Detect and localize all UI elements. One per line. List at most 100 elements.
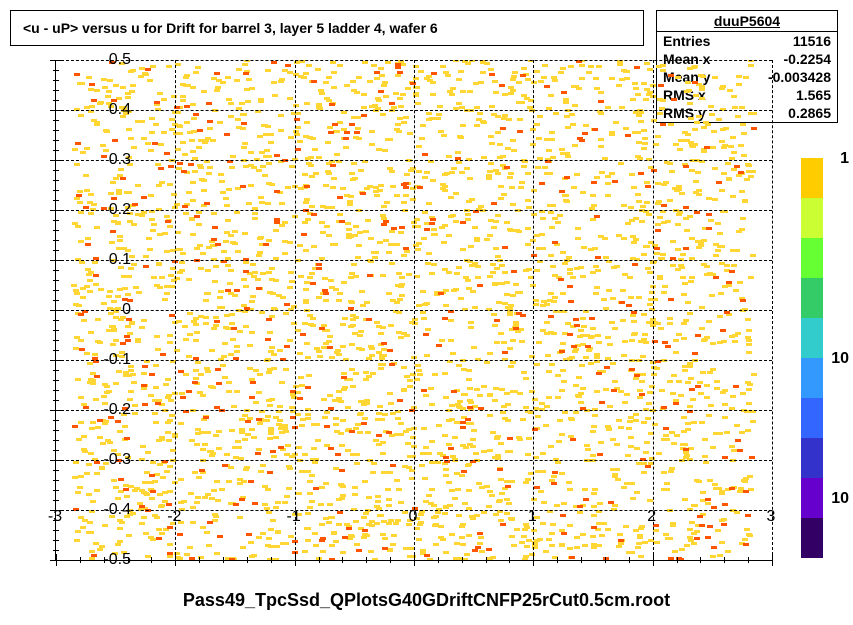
plot-title: <u - uP> versus u for Drift for barrel 3…	[23, 20, 438, 36]
ytick-minor	[53, 70, 59, 71]
xtick-minor	[677, 557, 678, 563]
colorbar-label: 10	[831, 490, 849, 508]
root-canvas: <u - uP> versus u for Drift for barrel 3…	[0, 0, 853, 625]
ytick-label: 0.2	[109, 201, 131, 219]
ytick-minor	[53, 230, 59, 231]
xtick	[56, 554, 57, 566]
ytick	[50, 160, 62, 161]
ytick	[50, 360, 62, 361]
gridline-v	[772, 60, 773, 560]
ytick-minor	[53, 340, 59, 341]
xtick-minor	[390, 557, 391, 563]
ytick-label: 0.5	[109, 51, 131, 69]
ytick-minor	[53, 130, 59, 131]
plot-title-box: <u - uP> versus u for Drift for barrel 3…	[10, 10, 644, 46]
gridline-v	[175, 60, 176, 560]
xtick-label: 2	[647, 508, 656, 526]
ytick	[50, 260, 62, 261]
xtick-minor	[199, 557, 200, 563]
ytick-minor	[53, 250, 59, 251]
colorbar-segment	[801, 238, 823, 278]
xtick-minor	[486, 557, 487, 563]
ytick-minor	[53, 400, 59, 401]
ytick-minor	[53, 240, 59, 241]
xtick	[533, 554, 534, 566]
colorbar-segment	[801, 318, 823, 358]
xtick-minor	[223, 557, 224, 563]
xtick	[653, 554, 654, 566]
xtick-minor	[605, 557, 606, 563]
colorbar-segment	[801, 398, 823, 438]
x-axis-label: Pass49_TpcSsd_QPlotsG40GDriftCNFP25rCut0…	[0, 590, 853, 611]
gridline-v	[653, 60, 654, 560]
ytick-minor	[53, 90, 59, 91]
xtick-minor	[319, 557, 320, 563]
xtick-minor	[724, 557, 725, 563]
ytick-minor	[53, 500, 59, 501]
plot-area	[55, 60, 772, 561]
ytick-minor	[53, 370, 59, 371]
ytick-minor	[53, 270, 59, 271]
ytick-label: -0.2	[103, 401, 131, 419]
xtick-minor	[366, 557, 367, 563]
colorbar-segment	[801, 278, 823, 318]
ytick-minor	[53, 80, 59, 81]
ytick-minor	[53, 280, 59, 281]
xtick-minor	[748, 557, 749, 563]
xtick-minor	[342, 557, 343, 563]
stats-value: 0.2865	[788, 105, 831, 121]
ytick-minor	[53, 200, 59, 201]
stats-label: Entries	[663, 33, 710, 49]
ytick-label: 0.4	[109, 101, 131, 119]
xtick-minor	[557, 557, 558, 563]
stats-value: -0.2254	[784, 51, 831, 67]
ytick-minor	[53, 150, 59, 151]
ytick	[50, 310, 62, 311]
colorbar-segment	[801, 518, 823, 558]
xtick-minor	[700, 557, 701, 563]
ytick-minor	[53, 550, 59, 551]
colorbar-segment	[801, 438, 823, 478]
xtick	[772, 554, 773, 566]
ytick-label: 0	[122, 301, 131, 319]
xtick-minor	[80, 557, 81, 563]
ytick-minor	[53, 140, 59, 141]
ytick-minor	[53, 540, 59, 541]
ytick-minor	[53, 220, 59, 221]
xtick-label: 0	[409, 508, 418, 526]
stats-value: 1.565	[796, 87, 831, 103]
ytick-minor	[53, 490, 59, 491]
stats-value: -0.003428	[768, 69, 831, 85]
ytick-minor	[53, 290, 59, 291]
ytick-minor	[53, 450, 59, 451]
xtick-minor	[462, 557, 463, 563]
ytick-minor	[53, 120, 59, 121]
ytick-minor	[53, 350, 59, 351]
ytick-minor	[53, 530, 59, 531]
xtick	[175, 554, 176, 566]
ytick	[50, 210, 62, 211]
colorbar-segment	[801, 158, 823, 198]
stats-row: Entries11516	[657, 32, 837, 50]
stats-name: duuP5604	[657, 11, 837, 32]
ytick	[50, 60, 62, 61]
xtick-label: -3	[48, 508, 62, 526]
ytick	[50, 110, 62, 111]
ytick-label: -0.5	[103, 551, 131, 569]
xtick-minor	[271, 557, 272, 563]
colorbar-segment	[801, 198, 823, 238]
gridline-v	[295, 60, 296, 560]
xtick-label: -1	[287, 508, 301, 526]
colorbar-label: 1	[840, 150, 849, 168]
ytick	[50, 410, 62, 411]
ytick-minor	[53, 470, 59, 471]
ytick-label: 0.3	[109, 151, 131, 169]
xtick-minor	[151, 557, 152, 563]
gridline-v	[414, 60, 415, 560]
ytick-minor	[53, 300, 59, 301]
xtick-label: 3	[767, 508, 776, 526]
ytick-minor	[53, 440, 59, 441]
ytick-minor	[53, 170, 59, 171]
xtick-minor	[438, 557, 439, 563]
ytick-minor	[53, 190, 59, 191]
